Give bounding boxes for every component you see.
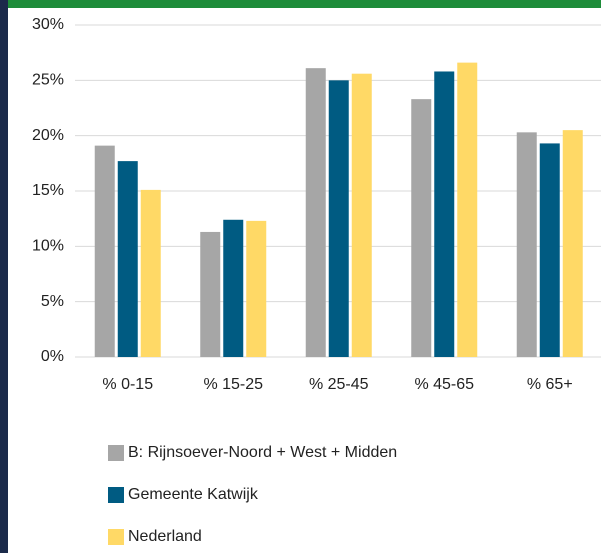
y-tick-label: 5% (41, 293, 64, 310)
x-tick-label: % 0-15 (102, 376, 153, 393)
bar (457, 62, 478, 357)
bar (117, 161, 138, 357)
bar (94, 145, 115, 357)
bar (539, 143, 560, 357)
x-tick-label: % 15-25 (203, 376, 263, 393)
legend-swatch (108, 445, 124, 461)
legend-label: Nederland (128, 528, 202, 545)
bar (328, 80, 349, 357)
y-tick-label: 15% (32, 182, 64, 199)
bar (200, 231, 221, 357)
left-border (0, 0, 8, 553)
bar (411, 99, 432, 357)
bar (516, 132, 537, 357)
y-tick-label: 10% (32, 238, 64, 255)
legend-swatch (108, 487, 124, 503)
legend-label: Gemeente Katwijk (128, 486, 259, 503)
bar (140, 189, 161, 357)
y-tick-label: 0% (41, 348, 64, 365)
bar (562, 130, 583, 357)
x-tick-label: % 65+ (527, 376, 573, 393)
bar (434, 71, 455, 357)
bar (223, 219, 244, 357)
bar (305, 68, 326, 357)
bar (351, 73, 372, 358)
bar (246, 220, 267, 357)
x-tick-label: % 45-65 (414, 376, 474, 393)
top-border (0, 0, 601, 8)
y-tick-label: 25% (32, 72, 64, 89)
y-tick-label: 20% (32, 127, 64, 144)
legend-swatch (108, 529, 124, 545)
legend-label: B: Rijnsoever-Noord + West + Midden (128, 444, 397, 461)
y-tick-label: 30% (32, 16, 64, 33)
x-tick-label: % 25-45 (309, 376, 369, 393)
